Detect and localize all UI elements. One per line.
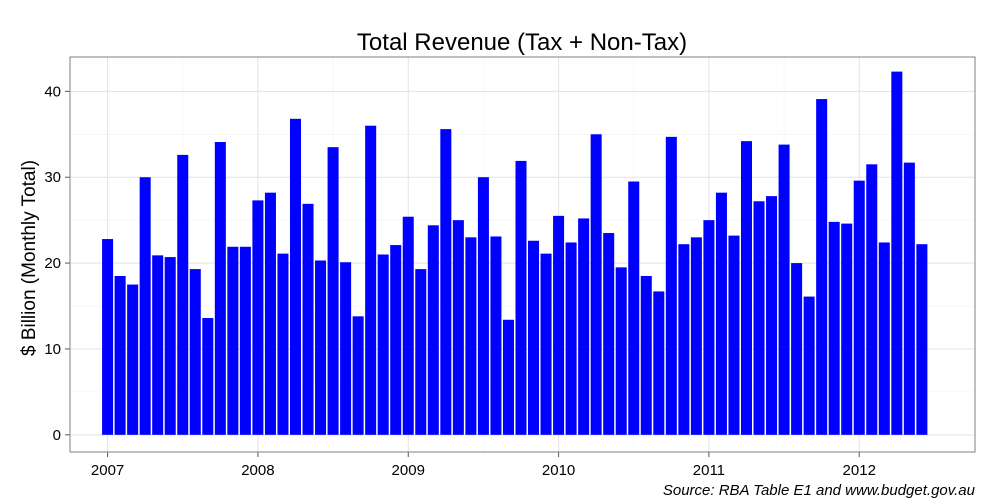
bar <box>816 99 828 435</box>
bar <box>377 254 389 435</box>
bar <box>264 192 276 435</box>
bar <box>590 134 602 435</box>
x-tick-label: 2009 <box>392 462 425 479</box>
bar <box>502 319 514 435</box>
bar <box>866 164 878 435</box>
x-tick-label: 2012 <box>843 462 876 479</box>
bar <box>415 269 427 435</box>
bar <box>102 239 114 435</box>
bar <box>315 260 327 435</box>
bar <box>603 233 615 435</box>
bar <box>903 162 915 435</box>
bar <box>891 71 903 435</box>
bar <box>352 316 364 435</box>
bar <box>239 246 251 435</box>
x-tick-label: 2011 <box>693 462 725 479</box>
bar <box>164 257 176 435</box>
source-note: Source: RBA Table E1 and www.budget.gov.… <box>663 482 976 499</box>
bar <box>841 223 853 435</box>
bar <box>766 196 778 435</box>
bar <box>740 141 753 435</box>
bar <box>214 142 226 435</box>
bar <box>565 242 577 435</box>
chart-title: Total Revenue (Tax + Non-Tax) <box>357 29 687 56</box>
bar <box>515 160 527 435</box>
plot-border <box>69 56 976 453</box>
bar <box>139 177 151 435</box>
bar <box>703 220 715 435</box>
bar <box>828 221 840 435</box>
bar <box>553 215 565 435</box>
bar <box>490 236 502 435</box>
bar <box>665 136 677 435</box>
bar <box>653 291 665 435</box>
bar <box>252 200 264 435</box>
bar <box>227 246 239 435</box>
bar <box>289 118 302 435</box>
bar <box>615 267 627 435</box>
bar <box>452 220 464 435</box>
bar <box>477 177 489 435</box>
bar <box>202 318 214 435</box>
bar <box>916 244 928 435</box>
bar <box>402 216 414 435</box>
y-tick-label: 40 <box>44 83 61 100</box>
plot-panel: 0 10 20 30 40 2007 2008 2009 2010 2011 2012 <box>44 56 976 479</box>
y-axis-label: $ Billion (Monthly Total) <box>19 160 40 356</box>
bar <box>878 242 890 435</box>
bar <box>778 144 790 435</box>
bar <box>803 296 815 435</box>
x-tick-label: 2008 <box>241 462 274 479</box>
bar <box>114 275 126 435</box>
bar <box>152 255 164 435</box>
y-tick-label: 20 <box>44 255 61 272</box>
bar <box>728 235 740 435</box>
bar <box>540 253 552 435</box>
bar <box>690 237 702 435</box>
bar <box>327 147 339 435</box>
bar <box>715 192 727 435</box>
y-tick-label: 0 <box>53 427 61 444</box>
bar <box>465 237 477 435</box>
bar <box>440 129 452 435</box>
x-tick-label: 2010 <box>542 462 575 479</box>
bar <box>177 154 189 435</box>
bar <box>528 240 540 435</box>
bar <box>628 181 640 435</box>
bar <box>640 275 652 435</box>
bar <box>427 225 439 435</box>
bar <box>390 245 402 435</box>
bar <box>302 203 314 435</box>
bar <box>340 262 352 435</box>
bar <box>365 125 377 435</box>
bar <box>791 263 803 435</box>
bar <box>678 244 690 435</box>
y-tick-label: 10 <box>44 341 61 358</box>
y-tick-label: 30 <box>44 169 61 186</box>
bar <box>853 180 865 435</box>
bar <box>127 284 139 435</box>
bar <box>189 269 201 435</box>
bar <box>277 253 289 435</box>
bar <box>753 201 765 435</box>
x-tick-label: 2007 <box>91 462 124 479</box>
bar <box>578 218 590 435</box>
